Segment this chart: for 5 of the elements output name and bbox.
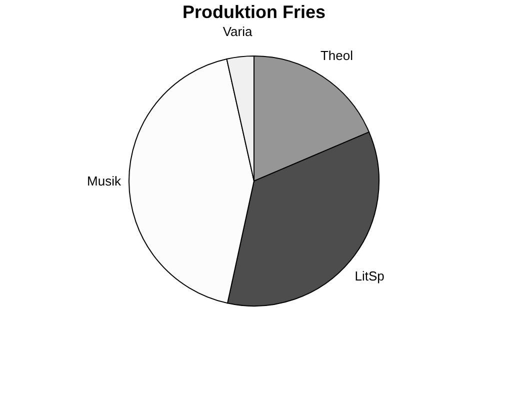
slice-label: Theol xyxy=(320,48,354,63)
slice-label: Musik xyxy=(87,173,122,188)
slice-label: LitSp xyxy=(354,268,384,284)
slice-label: Varia xyxy=(222,24,253,39)
chart-title: Produktion Fries xyxy=(182,2,326,22)
